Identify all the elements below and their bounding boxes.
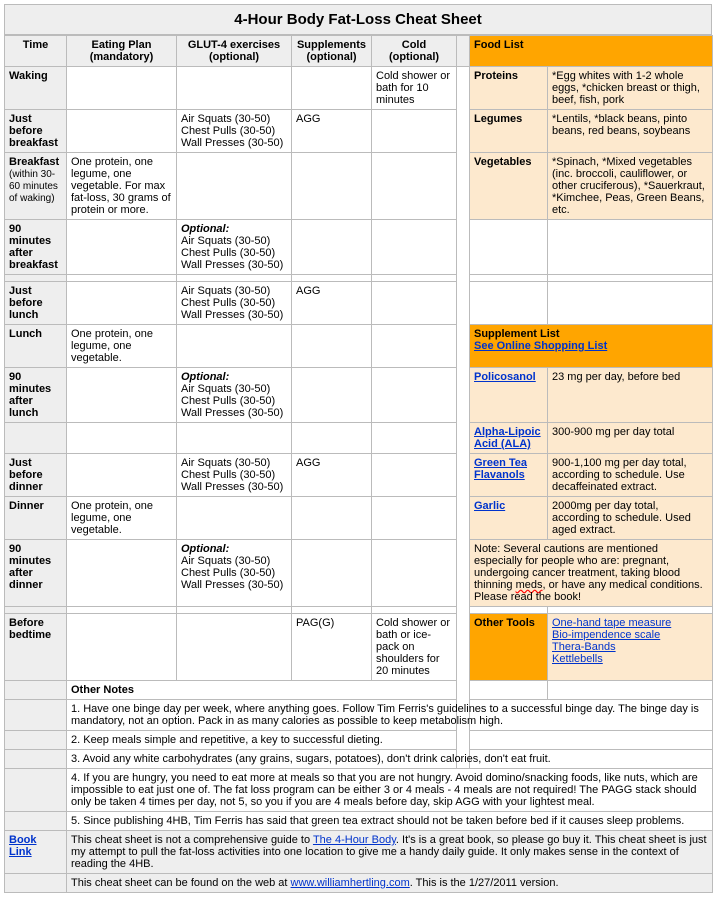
optional-ad90: Optional:	[181, 543, 229, 555]
label-breakfast: Breakfast (within 30-60 minutes of wakin…	[5, 153, 67, 220]
label-lunch: Lunch	[5, 325, 67, 368]
glut-ad90-list: Air Squats (30-50) Chest Pulls (30-50) W…	[181, 555, 283, 591]
glut-ab90: Optional: Air Squats (30-50) Chest Pulls…	[177, 220, 292, 275]
glut-al90-list: Air Squats (30-50) Chest Pulls (30-50) W…	[181, 383, 283, 419]
header-time: Time	[5, 36, 67, 67]
label-jbl: Just before lunch	[5, 282, 67, 325]
note-4: 4. If you are hungry, you need to eat mo…	[67, 769, 713, 812]
glut-jbl: Air Squats (30-50) Chest Pulls (30-50) W…	[177, 282, 292, 325]
footer-p1: This cheat sheet is not a comprehensive …	[67, 831, 713, 874]
shopping-list-link[interactable]: See Online Shopping List	[474, 340, 607, 352]
header-foodlist: Food List	[470, 36, 713, 67]
eating-lunch: One protein, one legume, one vegetable.	[67, 325, 177, 368]
header-glut4: GLUT-4 exercises (optional)	[177, 36, 292, 67]
header-supplements: Supplements (optional)	[292, 36, 372, 67]
supplement-note: Note: Several cautions are mentioned esp…	[470, 540, 713, 607]
row-jbl: Just before lunch Air Squats (30-50) Che…	[5, 282, 713, 325]
four-hour-body-link[interactable]: The 4-Hour Body	[313, 834, 396, 846]
footer-p1a: This cheat sheet is not a comprehensive …	[71, 834, 313, 846]
page-title: 4-Hour Body Fat-Loss Cheat Sheet	[4, 4, 712, 35]
footer-p2: This cheat sheet can be found on the web…	[67, 874, 713, 893]
row-lunch: Lunch One protein, one legume, one veget…	[5, 325, 713, 368]
row-al90: 90 minutes after lunch Optional: Air Squ…	[5, 368, 713, 423]
label-breakfast-sub: (within 30-60 minutes of waking)	[9, 169, 58, 204]
label-ad90: 90 minutes after dinner	[5, 540, 67, 607]
label-waking: Waking	[5, 67, 67, 110]
food-vegetables-label: Vegetables	[470, 153, 548, 220]
label-jbb: Just before breakfast	[5, 110, 67, 153]
supp-jbd: AGG	[292, 454, 372, 497]
header-eating: Eating Plan (mandatory)	[67, 36, 177, 67]
ala-dose: 300-900 mg per day total	[548, 423, 713, 454]
tool-tape[interactable]: One-hand tape measure	[552, 617, 671, 629]
food-legumes-desc: *Lentils, *black beans, pinto beans, red…	[548, 110, 713, 153]
label-ab90: 90 minutes after breakfast	[5, 220, 67, 275]
note-1: 1. Have one binge day per week, where an…	[67, 700, 713, 731]
supplement-list-header: Supplement List See Online Shopping List	[470, 325, 713, 368]
label-jbd: Just before dinner	[5, 454, 67, 497]
ala-link[interactable]: Alpha-Lipoic Acid (ALA)	[474, 426, 541, 450]
label-breakfast-main: Breakfast	[9, 156, 59, 168]
policosanol-dose: 23 mg per day, before bed	[548, 368, 713, 423]
glut-ad90: Optional: Air Squats (30-50) Chest Pulls…	[177, 540, 292, 607]
other-tools-list: One-hand tape measure Bio-impendence sca…	[548, 614, 713, 681]
supp-bed: PAG(G)	[292, 614, 372, 681]
greentea-dose: 900-1,100 mg per day total, according to…	[548, 454, 713, 497]
optional-al90: Optional:	[181, 371, 229, 383]
label-dinner: Dinner	[5, 497, 67, 540]
food-proteins-label: Proteins	[470, 67, 548, 110]
garlic-link[interactable]: Garlic	[474, 500, 505, 512]
glut-al90: Optional: Air Squats (30-50) Chest Pulls…	[177, 368, 292, 423]
cheat-sheet-table: Time Eating Plan (mandatory) GLUT-4 exer…	[4, 35, 713, 893]
supp-note-b: meds	[516, 579, 543, 591]
tool-bands[interactable]: Thera-Bands	[552, 641, 616, 653]
garlic-dose: 2000mg per day total, according to sched…	[548, 497, 713, 540]
glut-jbd: Air Squats (30-50) Chest Pulls (30-50) W…	[177, 454, 292, 497]
website-link[interactable]: www.williamhertling.com	[291, 877, 410, 889]
cold-waking: Cold shower or bath for 10 minutes	[372, 67, 457, 110]
tool-scale[interactable]: Bio-impendence scale	[552, 629, 660, 641]
eating-dinner: One protein, one legume, one vegetable.	[67, 497, 177, 540]
footer-p2a: This cheat sheet can be found on the web…	[71, 877, 291, 889]
label-bed: Before bedtime	[5, 614, 67, 681]
row-dinner: Dinner One protein, one legume, one vege…	[5, 497, 713, 540]
greentea-link[interactable]: Green Tea Flavanols	[474, 457, 527, 481]
note-5: 5. Since publishing 4HB, Tim Ferris has …	[67, 812, 713, 831]
header-cold: Cold (optional)	[372, 36, 457, 67]
food-legumes-label: Legumes	[470, 110, 548, 153]
row-breakfast: Breakfast (within 30-60 minutes of wakin…	[5, 153, 713, 220]
glut-ab90-list: Air Squats (30-50) Chest Pulls (30-50) W…	[181, 235, 283, 271]
supp-jbl: AGG	[292, 282, 372, 325]
food-vegetables-desc: *Spinach, *Mixed vegetables (inc. brocco…	[548, 153, 713, 220]
row-bed: Before bedtime PAG(G) Cold shower or bat…	[5, 614, 713, 681]
tool-kettlebells[interactable]: Kettlebells	[552, 653, 603, 665]
food-proteins-desc: *Egg whites with 1-2 whole eggs, *chicke…	[548, 67, 713, 110]
cold-bed: Cold shower or bath or ice-pack on shoul…	[372, 614, 457, 681]
label-al90: 90 minutes after lunch	[5, 368, 67, 423]
supp-jbb: AGG	[292, 110, 372, 153]
footer-p2c: . This is the 1/27/2011 version.	[410, 877, 559, 889]
other-notes-header: Other Notes	[67, 681, 457, 700]
glut-jbb: Air Squats (30-50) Chest Pulls (30-50) W…	[177, 110, 292, 153]
other-tools-header: Other Tools	[470, 614, 548, 681]
supp-header-text: Supplement List	[474, 328, 560, 340]
optional-ab90: Optional:	[181, 223, 229, 235]
book-link[interactable]: Book Link	[9, 834, 37, 858]
row-waking: Waking Cold shower or bath for 10 minute…	[5, 67, 713, 110]
policosanol-link[interactable]: Policosanol	[474, 371, 536, 383]
note-3: 3. Avoid any white carbohydrates (any gr…	[67, 750, 713, 769]
eating-breakfast: One protein, one legume, one vegetable. …	[67, 153, 177, 220]
row-ad90: 90 minutes after dinner Optional: Air Sq…	[5, 540, 713, 607]
header-row: Time Eating Plan (mandatory) GLUT-4 exer…	[5, 36, 713, 67]
note-2: 2. Keep meals simple and repetitive, a k…	[67, 731, 713, 750]
row-jbd: Just before dinner Air Squats (30-50) Ch…	[5, 454, 713, 497]
